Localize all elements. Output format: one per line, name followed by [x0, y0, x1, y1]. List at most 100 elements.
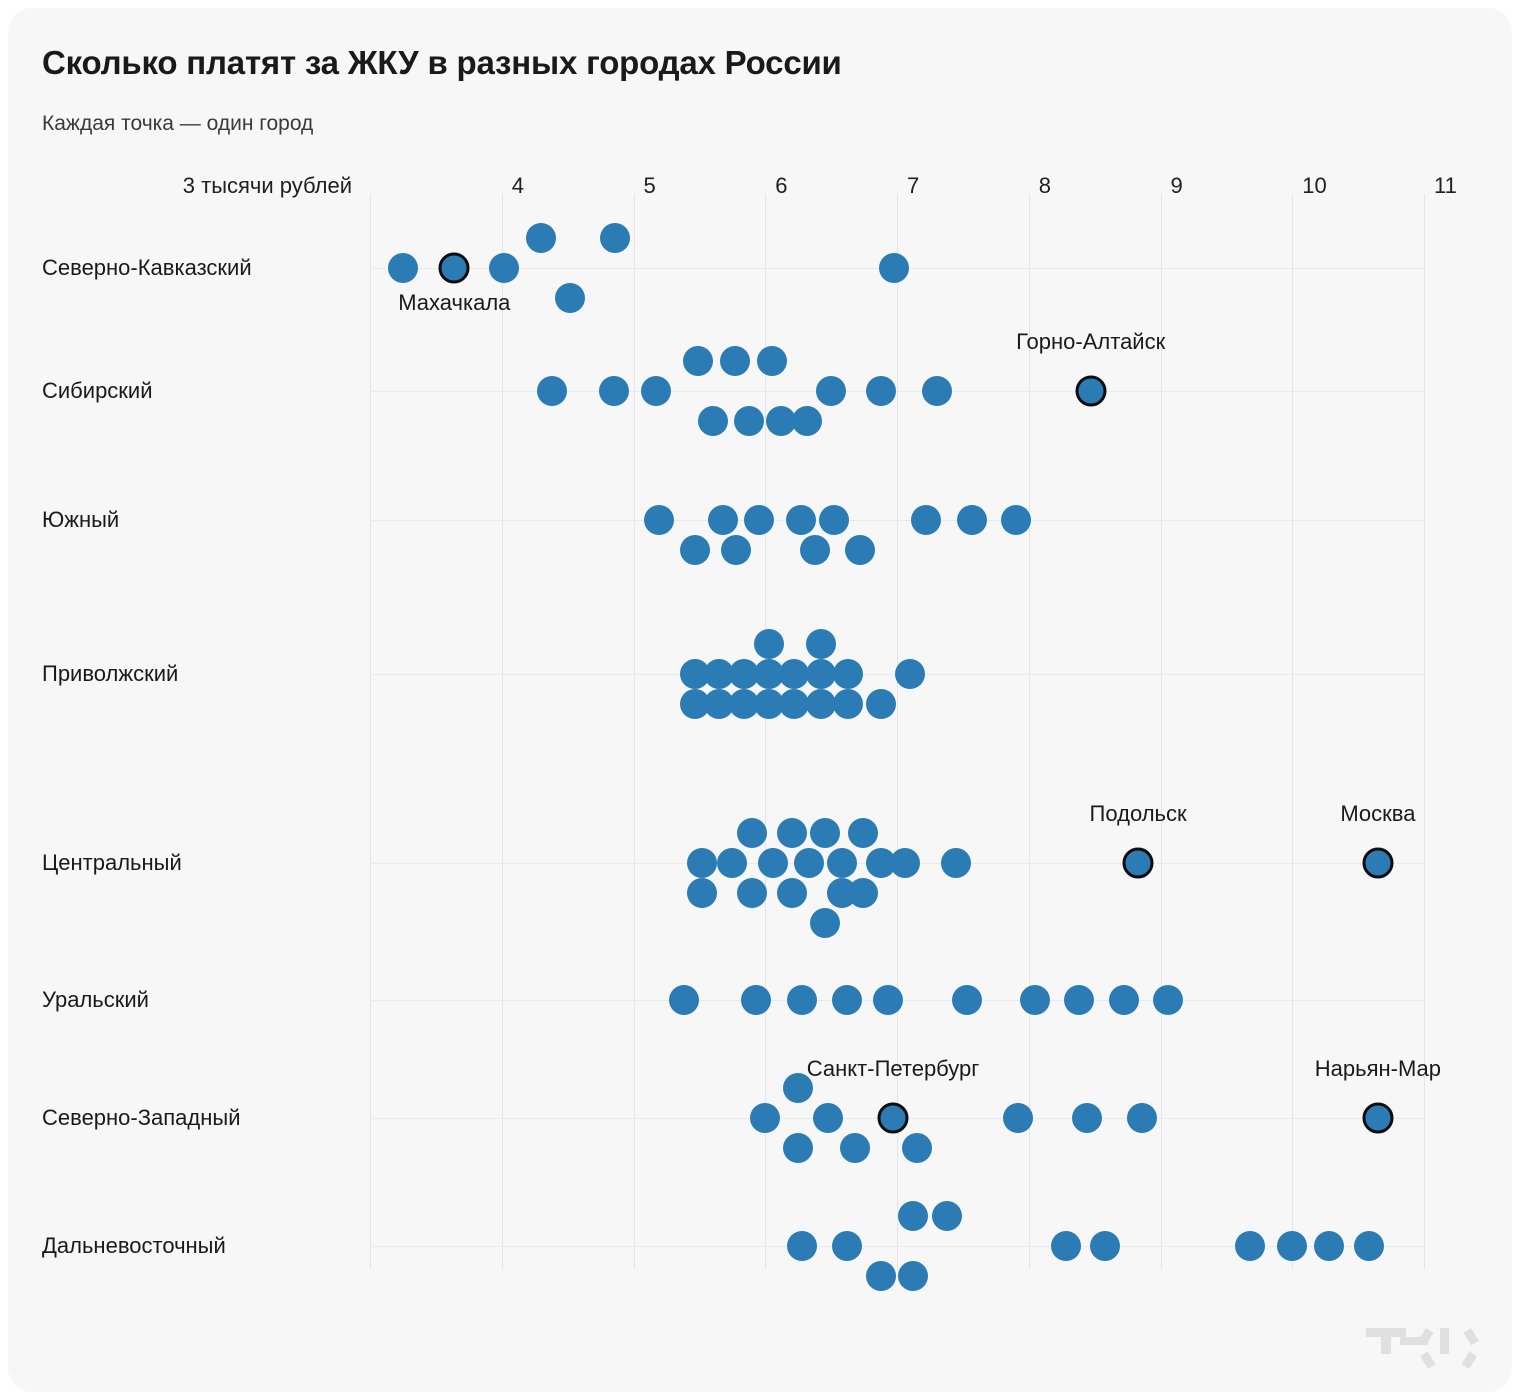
city-dot[interactable] [387, 253, 418, 283]
highlighted-city-dot[interactable] [438, 252, 470, 284]
city-dot[interactable] [1071, 1103, 1102, 1133]
highlighted-city-dot[interactable] [877, 1102, 909, 1134]
city-dot[interactable] [847, 878, 878, 908]
city-dot[interactable] [489, 253, 520, 283]
city-dot[interactable] [758, 848, 789, 878]
city-dot[interactable] [708, 505, 739, 535]
city-dot[interactable] [1127, 1103, 1158, 1133]
city-dot[interactable] [895, 659, 926, 689]
city-dot[interactable] [555, 283, 586, 313]
city-dot[interactable] [776, 818, 807, 848]
city-dot[interactable] [598, 376, 629, 406]
city-dot[interactable] [1090, 1231, 1121, 1261]
city-dot[interactable] [754, 629, 785, 659]
city-dot[interactable] [839, 1133, 870, 1163]
city-dot[interactable] [743, 505, 774, 535]
city-dot[interactable] [910, 505, 941, 535]
city-dot[interactable] [1153, 985, 1184, 1015]
city-dot[interactable] [687, 848, 717, 878]
city-dot[interactable] [833, 689, 864, 719]
city-dot[interactable] [754, 659, 785, 689]
city-dot[interactable] [866, 376, 897, 406]
city-dot[interactable] [805, 629, 836, 659]
city-dot[interactable] [793, 848, 824, 878]
city-dot[interactable] [932, 1201, 963, 1231]
city-dot[interactable] [826, 848, 857, 878]
city-dot[interactable] [1063, 985, 1094, 1015]
city-dot[interactable] [866, 1261, 897, 1291]
city-dot[interactable] [766, 406, 797, 436]
city-dot[interactable] [721, 535, 752, 565]
city-dot[interactable] [779, 689, 810, 719]
city-dot[interactable] [741, 985, 772, 1015]
city-dot[interactable] [756, 346, 787, 376]
city-dot[interactable] [901, 1133, 932, 1163]
city-dot[interactable] [1277, 1231, 1308, 1261]
city-dot[interactable] [831, 985, 862, 1015]
city-dot[interactable] [704, 689, 735, 719]
city-dot[interactable] [717, 848, 748, 878]
city-dot[interactable] [737, 878, 768, 908]
highlighted-city-dot[interactable] [1362, 847, 1394, 879]
city-dot[interactable] [704, 659, 735, 689]
highlighted-city-dot[interactable] [1122, 847, 1154, 879]
city-dot[interactable] [889, 848, 920, 878]
city-dot[interactable] [1353, 1231, 1384, 1261]
city-dot[interactable] [687, 878, 717, 908]
city-dot[interactable] [734, 406, 765, 436]
city-dot[interactable] [818, 505, 849, 535]
city-dot[interactable] [526, 223, 557, 253]
city-dot[interactable] [809, 818, 840, 848]
city-dot[interactable] [809, 908, 840, 938]
city-dot[interactable] [951, 985, 982, 1015]
city-dot[interactable] [792, 406, 823, 436]
city-dot[interactable] [957, 505, 988, 535]
city-dot[interactable] [640, 376, 671, 406]
city-dot[interactable] [897, 1201, 928, 1231]
city-dot[interactable] [783, 1133, 814, 1163]
city-dot[interactable] [872, 985, 903, 1015]
city-dot[interactable] [536, 376, 567, 406]
highlighted-city-dot[interactable] [1362, 1102, 1394, 1134]
city-dot[interactable] [813, 1103, 844, 1133]
city-dot[interactable] [779, 659, 810, 689]
city-dot[interactable] [1000, 505, 1031, 535]
city-dot[interactable] [600, 223, 631, 253]
city-dot[interactable] [800, 535, 831, 565]
city-dot[interactable] [719, 346, 750, 376]
city-dot[interactable] [754, 689, 785, 719]
city-dot[interactable] [879, 253, 910, 283]
city-dot[interactable] [1235, 1231, 1266, 1261]
city-dot[interactable] [1050, 1231, 1081, 1261]
city-dot[interactable] [729, 659, 760, 689]
city-dot[interactable] [787, 985, 818, 1015]
city-dot[interactable] [866, 689, 897, 719]
city-dot[interactable] [816, 376, 847, 406]
city-dot[interactable] [845, 535, 876, 565]
city-dot[interactable] [831, 1231, 862, 1261]
city-dot[interactable] [847, 818, 878, 848]
city-dot[interactable] [668, 985, 699, 1015]
city-dot[interactable] [897, 1261, 928, 1291]
city-dot[interactable] [787, 1231, 818, 1261]
city-dot[interactable] [776, 878, 807, 908]
city-dot[interactable] [1314, 1231, 1345, 1261]
city-dot[interactable] [1108, 985, 1139, 1015]
city-dot[interactable] [737, 818, 768, 848]
city-dot[interactable] [805, 689, 836, 719]
city-dot[interactable] [785, 505, 816, 535]
city-dot[interactable] [680, 535, 711, 565]
city-dot[interactable] [805, 659, 836, 689]
city-dot[interactable] [643, 505, 674, 535]
city-dot[interactable] [941, 848, 972, 878]
city-dot[interactable] [1020, 985, 1051, 1015]
city-dot[interactable] [729, 689, 760, 719]
city-dot[interactable] [1003, 1103, 1034, 1133]
city-dot[interactable] [683, 346, 714, 376]
city-dot[interactable] [921, 376, 952, 406]
city-dot[interactable] [833, 659, 864, 689]
city-dot[interactable] [697, 406, 728, 436]
city-dot[interactable] [783, 1073, 814, 1103]
city-dot[interactable] [750, 1103, 781, 1133]
highlighted-city-dot[interactable] [1075, 375, 1107, 407]
